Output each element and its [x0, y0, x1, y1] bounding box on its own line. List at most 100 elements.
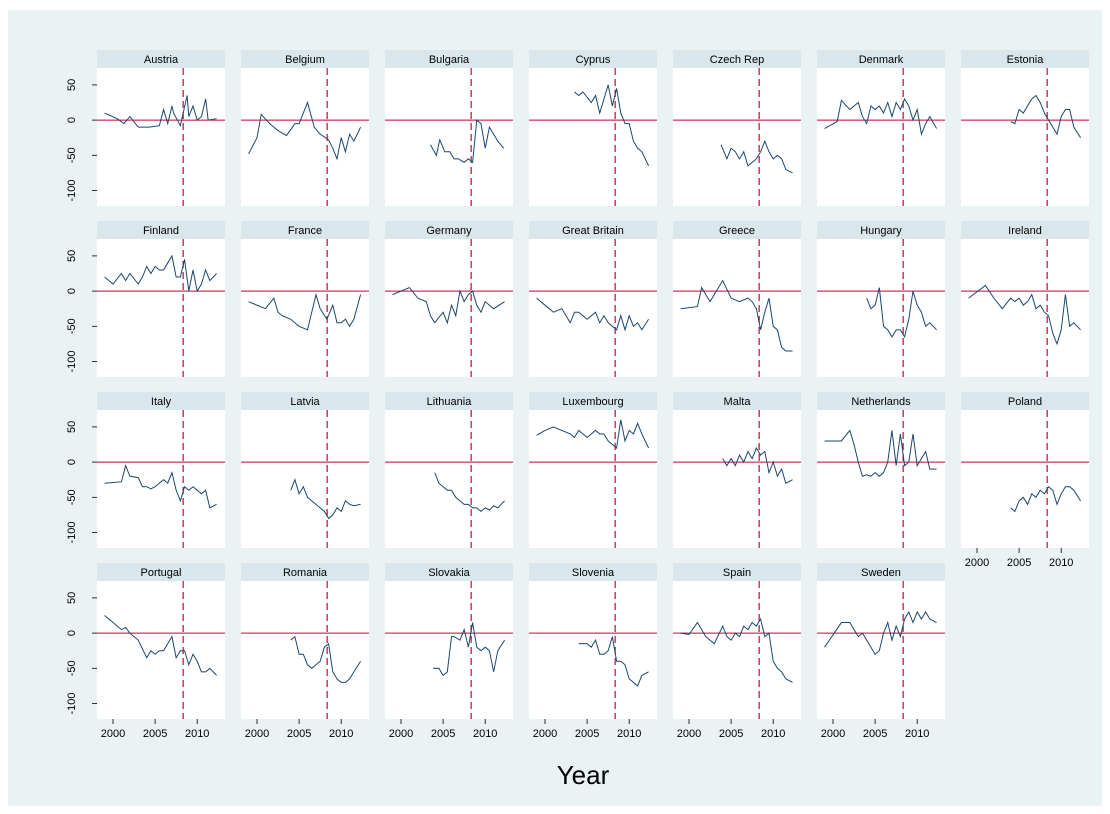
series-line	[430, 119, 505, 164]
series-line	[680, 617, 793, 683]
series-line	[104, 464, 217, 509]
series-line	[434, 472, 505, 513]
series-line	[866, 287, 937, 339]
x-tick-label: 2005	[431, 728, 455, 740]
panel-title: Poland	[1008, 396, 1042, 408]
panel-header	[529, 221, 657, 239]
panel-title: Cyprus	[576, 54, 611, 66]
x-tick-label: 2010	[761, 728, 785, 740]
panel-title: Bulgaria	[429, 54, 470, 66]
panel-title: Spain	[723, 567, 751, 579]
x-axis-title: Year	[557, 760, 610, 790]
panel-header	[817, 50, 945, 68]
series-line	[574, 84, 650, 167]
plot-area	[385, 581, 513, 719]
plot-area	[817, 581, 945, 719]
panel-header	[529, 50, 657, 68]
x-tick-label: 2005	[1007, 557, 1031, 569]
panel-header	[817, 221, 945, 239]
plot-area	[673, 581, 801, 719]
series-line	[290, 635, 362, 683]
series-line	[248, 100, 362, 161]
panel-header	[673, 50, 801, 68]
series-line	[680, 279, 793, 352]
plot-area	[97, 68, 225, 206]
panel-header	[385, 50, 513, 68]
y-tick-label: -100	[66, 692, 78, 714]
series-line	[392, 286, 505, 325]
series-line	[104, 95, 217, 128]
plot-area	[385, 410, 513, 548]
panel-header	[97, 50, 225, 68]
panel-title: Portugal	[141, 567, 182, 579]
plot-area	[673, 68, 801, 206]
plot-area	[961, 239, 1089, 377]
y-tick-label: 50	[66, 592, 78, 604]
series-line	[824, 610, 937, 655]
panel-header	[961, 392, 1089, 410]
plot-area	[673, 410, 801, 548]
y-tick-label: 0	[66, 459, 78, 465]
series-line	[824, 429, 937, 477]
x-tick-label: 2000	[245, 728, 269, 740]
y-tick-label: 50	[66, 79, 78, 91]
panel-header	[961, 50, 1089, 68]
plot-area	[97, 581, 225, 719]
y-tick-label: 50	[66, 421, 78, 433]
panel-header	[97, 221, 225, 239]
x-tick-label: 2005	[287, 728, 311, 740]
x-tick-label: 2005	[719, 728, 743, 740]
y-tick-label: -100	[66, 350, 78, 372]
x-tick-label: 2000	[821, 728, 845, 740]
plot-area	[961, 410, 1089, 548]
x-tick-label: 2010	[329, 728, 353, 740]
panel-header	[385, 563, 513, 581]
panel-title: Austria	[144, 54, 179, 66]
x-tick-label: 2005	[143, 728, 167, 740]
y-tick-label: -100	[66, 179, 78, 201]
panel-header	[241, 50, 369, 68]
plot-area	[961, 68, 1089, 206]
series-line	[720, 139, 793, 174]
x-tick-label: 2010	[617, 728, 641, 740]
panel-header	[529, 563, 657, 581]
series-line	[248, 292, 362, 331]
plot-area	[817, 410, 945, 548]
panel-title: Great Britain	[562, 225, 624, 237]
plot-area	[673, 239, 801, 377]
y-tick-label: 50	[66, 250, 78, 262]
panel-title: Slovakia	[428, 567, 470, 579]
series-line	[968, 284, 1081, 346]
panel-header	[385, 221, 513, 239]
panel-header	[673, 392, 801, 410]
series-line	[290, 478, 361, 520]
panel-header	[961, 221, 1089, 239]
y-tick-label: -100	[66, 521, 78, 543]
plot-area	[241, 410, 369, 548]
y-tick-label: 0	[66, 630, 78, 636]
plot-area	[385, 68, 513, 206]
plot-area	[529, 239, 657, 377]
y-tick-label: -50	[66, 660, 78, 676]
panel-title: Hungary	[860, 225, 902, 237]
plot-area	[529, 581, 657, 719]
x-tick-label: 2000	[101, 728, 125, 740]
series-line	[578, 636, 649, 687]
plot-area	[817, 68, 945, 206]
x-tick-label: 2005	[863, 728, 887, 740]
panel-title: France	[288, 225, 322, 237]
plot-area	[241, 68, 369, 206]
panel-header	[385, 392, 513, 410]
panel-header	[241, 221, 369, 239]
x-tick-label: 2010	[185, 728, 209, 740]
panel-header	[817, 392, 945, 410]
plot-area	[529, 410, 657, 548]
series-line	[104, 615, 217, 676]
y-tick-label: -50	[66, 318, 78, 334]
panel-title: Latvia	[290, 396, 320, 408]
series-line	[824, 97, 938, 137]
plot-area	[97, 239, 225, 377]
panel-header	[97, 563, 225, 581]
y-tick-label: -50	[66, 147, 78, 163]
